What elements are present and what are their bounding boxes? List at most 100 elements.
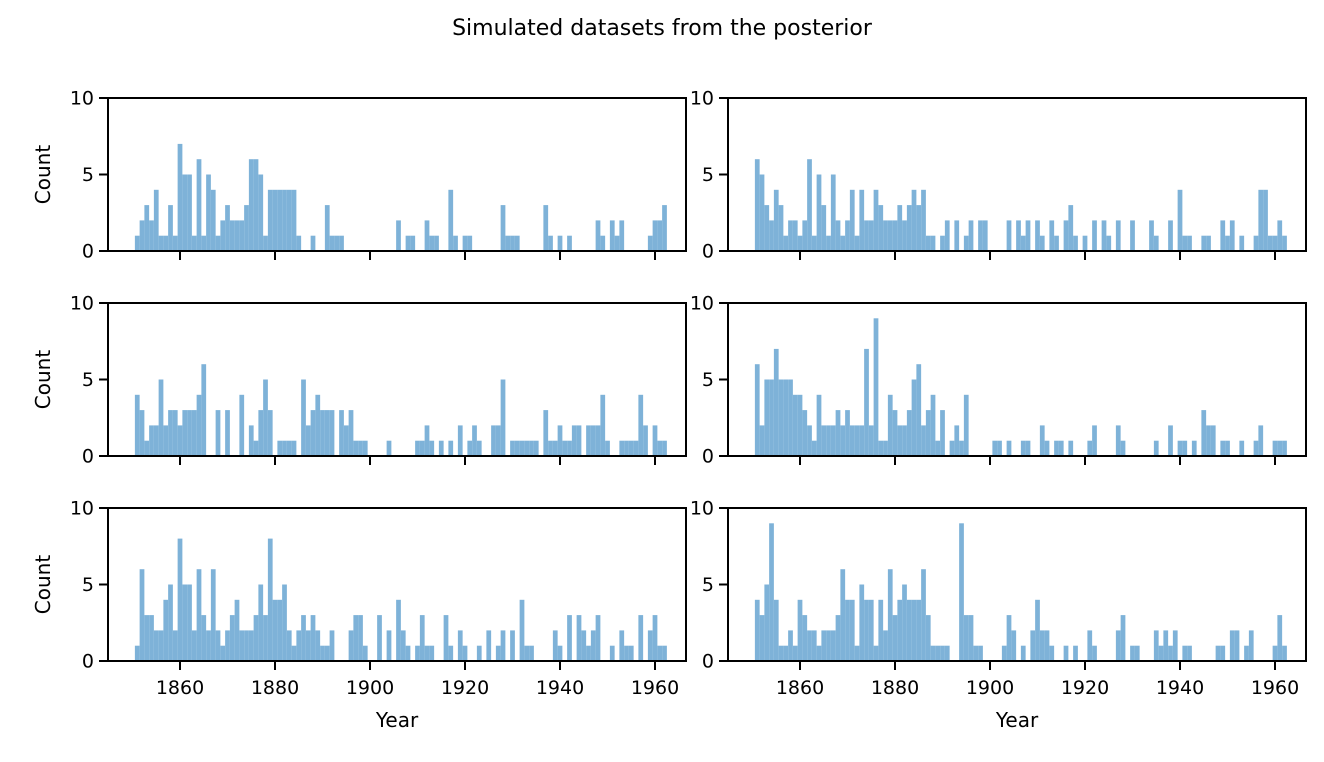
x-tick-label: 1860 [156,677,204,699]
bar [282,440,287,456]
bar [510,630,515,661]
bar [172,235,178,251]
bar [210,569,216,661]
y-axis-label: Count [31,350,55,410]
bar [567,440,572,456]
bar [1220,645,1226,661]
bar [1168,425,1173,456]
bar [1277,615,1283,661]
bar [595,220,601,251]
bar [764,205,770,251]
bar [1082,235,1088,251]
bar [448,440,454,456]
bar [840,569,846,661]
bar [305,630,311,661]
bar [182,584,188,661]
bar [1215,645,1221,661]
axes-frame [727,97,1307,252]
bar [277,599,283,661]
bar [1201,410,1207,456]
bar [647,235,653,251]
bar [883,220,888,251]
bar [172,630,178,661]
x-tick-label: 1940 [536,677,584,699]
bar [305,425,311,456]
bar [887,394,893,456]
bar [816,394,822,456]
bar [486,630,492,661]
bar [916,364,922,456]
bar [940,410,945,456]
bar [759,174,765,251]
bar [788,379,793,456]
bar [1063,645,1069,661]
subplot-row3-col1: 1860 1880 1900 1920 1940 1960 0 5 10 Count Year [31,498,687,732]
bar [1267,235,1273,251]
bar [854,235,860,251]
bar [1006,440,1012,456]
bar [978,220,983,251]
bar [930,645,936,661]
bar [887,569,893,661]
bar [263,235,268,251]
bar [925,235,931,251]
bar [248,159,254,251]
axes-frame [727,507,1307,662]
bar [543,410,549,456]
bar [201,364,207,456]
bar [609,220,615,251]
bar [845,220,850,251]
bar [590,425,596,456]
bar [324,410,330,456]
bar [925,615,931,661]
bar [605,440,610,456]
bar [864,220,869,251]
bar [864,348,869,456]
bar [1039,425,1045,456]
y-tick-label: 0 [702,241,714,263]
bar [1277,220,1283,251]
bar [448,189,454,251]
bar [1020,440,1026,456]
bar [1282,235,1287,251]
bar [916,205,922,251]
bar [1063,220,1069,251]
bar [514,235,520,251]
bar [1030,630,1036,661]
bar [286,630,292,661]
bar [878,205,884,251]
bar [595,615,601,661]
bar [802,615,808,661]
bar [158,235,164,251]
bar [643,425,648,456]
bar [1239,440,1245,456]
bar [386,630,392,661]
bar [358,615,363,661]
bar [263,615,268,661]
bar [362,645,368,661]
bar [968,220,974,251]
bar [878,599,884,661]
bar [1035,220,1040,251]
bar [548,440,553,456]
bar [830,425,836,456]
bar [792,220,798,251]
bar [1001,645,1007,661]
bar [248,425,254,456]
bar [358,440,363,456]
y-tick-label: 0 [702,651,714,673]
bar [576,615,582,661]
bar [628,440,634,456]
bar [600,235,606,251]
bar [258,584,264,661]
bar [845,410,850,456]
bar [272,189,278,251]
bar [1049,645,1055,661]
bar [134,645,140,661]
bar [1191,440,1197,456]
bars [134,538,667,661]
bar [282,189,287,251]
bar [225,410,230,456]
bar [529,440,534,456]
bar [286,440,292,456]
